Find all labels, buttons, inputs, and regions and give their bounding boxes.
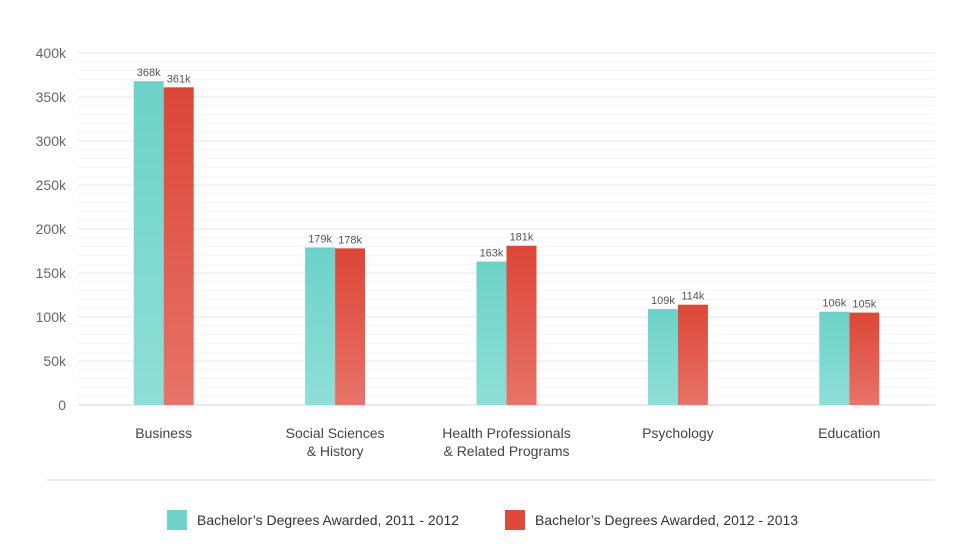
category-label: & History [307,443,364,459]
bar-value-label: 179k [308,233,332,245]
y-tick-label: 400k [36,45,67,61]
y-tick-label: 150k [36,265,67,281]
y-tick-label: 200k [36,221,67,237]
legend: Bachelor’s Degrees Awarded, 2011 - 2012 B… [167,510,798,530]
legend-swatch [505,510,525,530]
category-label: Health Professionals [442,425,570,441]
category-label: Business [135,425,192,441]
y-tick-label: 50k [43,353,67,369]
bar-series-2 [849,312,880,405]
bars [133,81,880,405]
y-tick-label: 350k [36,89,67,105]
x-axis-categories: Business Social Sciences & History Health P… [135,425,880,459]
category-label: Psychology [642,425,714,441]
bar-value-label: 109k [651,295,675,307]
y-tick-label: 100k [36,309,67,325]
bar-value-label: 178k [338,234,362,246]
y-tick-label: 300k [36,133,67,149]
category-label: Social Sciences [286,425,385,441]
category-label: Education [818,425,880,441]
bar-value-label: 361k [167,73,191,85]
bar-value-label: 163k [480,248,504,260]
bar-series-2 [677,304,708,405]
y-tick-label: 0 [58,397,66,413]
bar-series-2 [335,248,366,405]
data-labels: 368k 361k 179k 178k 163k 181k 109k 114k 106k 105k [137,67,877,310]
category-label: & Related Programs [443,443,569,459]
bar-value-label: 114k [681,291,705,303]
bar-value-label: 368k [137,67,161,79]
bar-value-label: 105k [852,299,876,311]
legend-swatch [167,510,187,530]
y-tick-label: 250k [36,177,67,193]
legend-label: Bachelor’s Degrees Awarded, 2011 - 2012 [197,512,459,528]
bar-value-label: 181k [510,232,534,244]
bar-series-2 [506,245,537,405]
bar-series-1 [647,309,678,405]
bar-series-1 [133,81,164,405]
legend-label: Bachelor’s Degrees Awarded, 2012 - 2013 [535,512,798,528]
y-axis: 0 50k 100k 150k 200k 250k 300k 350k 400k [36,45,67,413]
bar-series-1 [476,261,507,405]
bar-series-1 [819,311,850,405]
bar-value-label: 106k [822,298,846,310]
bar-series-2 [163,87,194,405]
bar-series-1 [305,247,336,405]
